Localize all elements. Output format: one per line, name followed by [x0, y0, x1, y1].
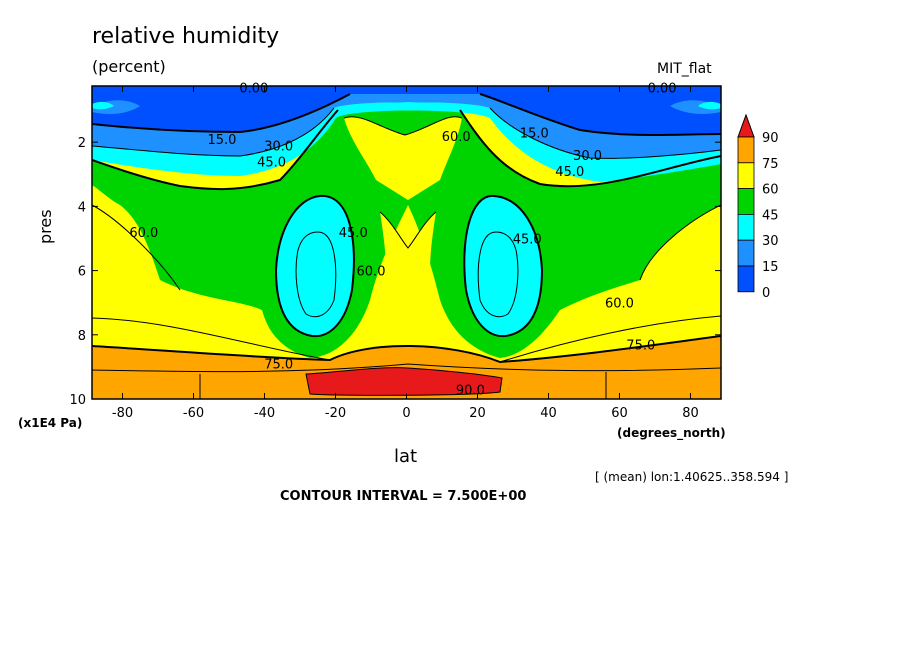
contour-label: 30.0 [264, 139, 293, 154]
legend-label: 45 [762, 208, 779, 223]
legend-swatch [737, 162, 755, 190]
y-tick-label: 2 [78, 136, 86, 151]
legend-swatch [737, 136, 755, 164]
legend-swatch [737, 265, 755, 293]
contour-interval: CONTOUR INTERVAL = 7.500E+00 [280, 489, 527, 504]
contour-label: 90.0 [456, 383, 485, 398]
y-tick-label: 6 [78, 265, 86, 280]
contour-label: 60.0 [442, 130, 471, 145]
y-tick-label: 8 [78, 329, 86, 344]
legend-label: 90 [762, 131, 779, 146]
x-tick-label: -80 [112, 406, 133, 421]
x-tick-label: -40 [254, 406, 275, 421]
contour-label: 60.0 [129, 226, 158, 241]
y-axis-units: (x1E4 Pa) [18, 416, 83, 430]
contour-label: 45.0 [257, 155, 286, 170]
x-tick-label: 60 [611, 406, 628, 421]
contour-label: 60.0 [605, 297, 634, 312]
legend-swatch [737, 113, 755, 138]
y-tick-label: 4 [78, 200, 86, 215]
legend-swatch [737, 239, 755, 267]
x-tick-label: -60 [183, 406, 204, 421]
contour-label: 75.0 [264, 358, 293, 373]
x-tick-label: -20 [325, 406, 346, 421]
legend-swatch [737, 213, 755, 241]
x-axis-label: lat [394, 446, 418, 467]
contour-label: 60.0 [357, 265, 386, 280]
contour-label: 75.0 [626, 338, 655, 353]
contour-label: 45.0 [339, 226, 368, 241]
contour-label: 0.00 [239, 82, 268, 97]
y-tick-label: 10 [69, 393, 86, 408]
contour-lines [92, 93, 721, 399]
legend-swatch [737, 188, 755, 215]
x-tick-label: 20 [469, 406, 486, 421]
x-ticks: -80 -60 -40 -20 0 20 40 60 80 [112, 86, 699, 421]
legend-label: 0 [762, 286, 770, 301]
contour-label: 15.0 [207, 133, 236, 148]
x-tick-label: 40 [540, 406, 557, 421]
chart-title: relative humidity [92, 24, 280, 49]
x-tick-label: 80 [682, 406, 699, 421]
chart-subtitle: (percent) [92, 57, 166, 76]
legend-label: 75 [762, 157, 779, 172]
contour-label: 45.0 [513, 232, 542, 247]
legend-label: 15 [762, 260, 779, 275]
legend-label: 60 [762, 183, 779, 198]
legend-label: 30 [762, 234, 779, 249]
model-label: MIT_flat [657, 61, 712, 77]
contour-label: 15.0 [520, 127, 549, 142]
contour-label: 45.0 [555, 165, 584, 180]
y-ticks: 2 4 6 8 10 [69, 136, 721, 408]
averaging-note: [ (mean) lon:1.40625..358.594 ] [595, 470, 789, 484]
x-tick-label: 0 [402, 406, 410, 421]
contour-label: 30.0 [573, 149, 602, 164]
x-axis-units: (degrees_north) [617, 426, 726, 440]
contour-label: 0.00 [648, 82, 677, 97]
color-legend: 90 75 60 45 30 15 0 [737, 113, 779, 301]
